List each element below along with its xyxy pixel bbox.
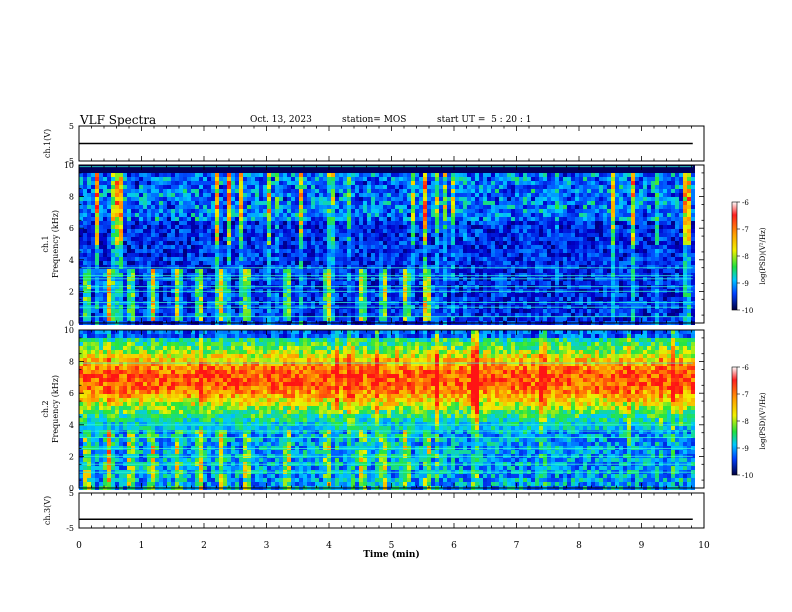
colorbar-tick-label: -10 [742, 472, 753, 480]
y-tick-label: -5 [66, 157, 74, 166]
colorbar-tick-label: -6 [742, 364, 749, 372]
colorbar-tick-label: -8 [742, 418, 749, 426]
colorbar-tick-label: -6 [742, 199, 749, 207]
y-tick-label: 6 [69, 224, 74, 233]
x-tick-label: 6 [451, 541, 457, 551]
y-tick-label: 5 [69, 489, 74, 498]
x-tick-label: 7 [514, 541, 520, 551]
colorbar-tick-label: -10 [742, 307, 753, 315]
colorbar-tick-label: -9 [742, 280, 749, 288]
panel-frame [78, 492, 705, 529]
y-tick-label: 8 [69, 193, 74, 202]
y-tick-label: 6 [69, 389, 74, 398]
y-tick-label: 8 [69, 358, 74, 367]
plot-title: VLF Spectra [80, 113, 157, 127]
colorbar-label: log(PSD)(V²/Hz) [759, 392, 767, 449]
y-axis-label: Frequency (kHz) [51, 210, 60, 278]
y-axis-label: ch.1 [41, 235, 50, 252]
x-tick-label: 10 [698, 541, 710, 551]
x-tick-label: 5 [389, 541, 395, 551]
y-tick-label: 10 [64, 161, 74, 170]
x-tick-label: 3 [264, 541, 270, 551]
spectrogram-ch2 [79, 330, 695, 490]
y-axis-label: ch.1(V) [43, 129, 52, 158]
y-axis-label: Frequency (kHz) [51, 375, 60, 443]
x-tick-label: 8 [576, 541, 582, 551]
colorbar-tick-label: -9 [742, 445, 749, 453]
spectrogram-ch1 [79, 165, 695, 325]
y-tick-label: 0 [69, 319, 74, 328]
station-label: station= MOS [342, 115, 407, 125]
y-tick-label: 2 [69, 287, 74, 296]
colorbar-label: log(PSD)(V²/Hz) [759, 227, 767, 284]
colorbar-tick-label: -8 [742, 253, 749, 261]
x-tick-label: 0 [76, 541, 82, 551]
x-tick-label: 9 [639, 541, 645, 551]
x-tick-label: 4 [326, 541, 332, 551]
y-tick-label: 2 [69, 452, 74, 461]
y-tick-label: 10 [64, 326, 74, 335]
y-tick-label: 4 [69, 421, 74, 430]
y-axis-label: ch.2 [41, 400, 50, 417]
x-axis-label: Time (min) [363, 549, 420, 560]
y-tick-label: 0 [69, 484, 74, 493]
date-label: Oct. 13, 2023 [250, 115, 312, 125]
start-time-label: start UT = 5 : 20 : 1 [437, 115, 532, 125]
x-tick-label: 1 [139, 541, 145, 551]
x-tick-label: 2 [201, 541, 207, 551]
colorbar [731, 366, 738, 476]
y-tick-label: 5 [69, 122, 74, 131]
y-tick-label: 4 [69, 256, 74, 265]
y-axis-label: ch.3(V) [43, 496, 52, 525]
colorbar-tick-label: -7 [742, 226, 749, 234]
colorbar-tick-label: -7 [742, 391, 749, 399]
colorbar [731, 201, 738, 311]
y-tick-label: -5 [66, 524, 74, 533]
